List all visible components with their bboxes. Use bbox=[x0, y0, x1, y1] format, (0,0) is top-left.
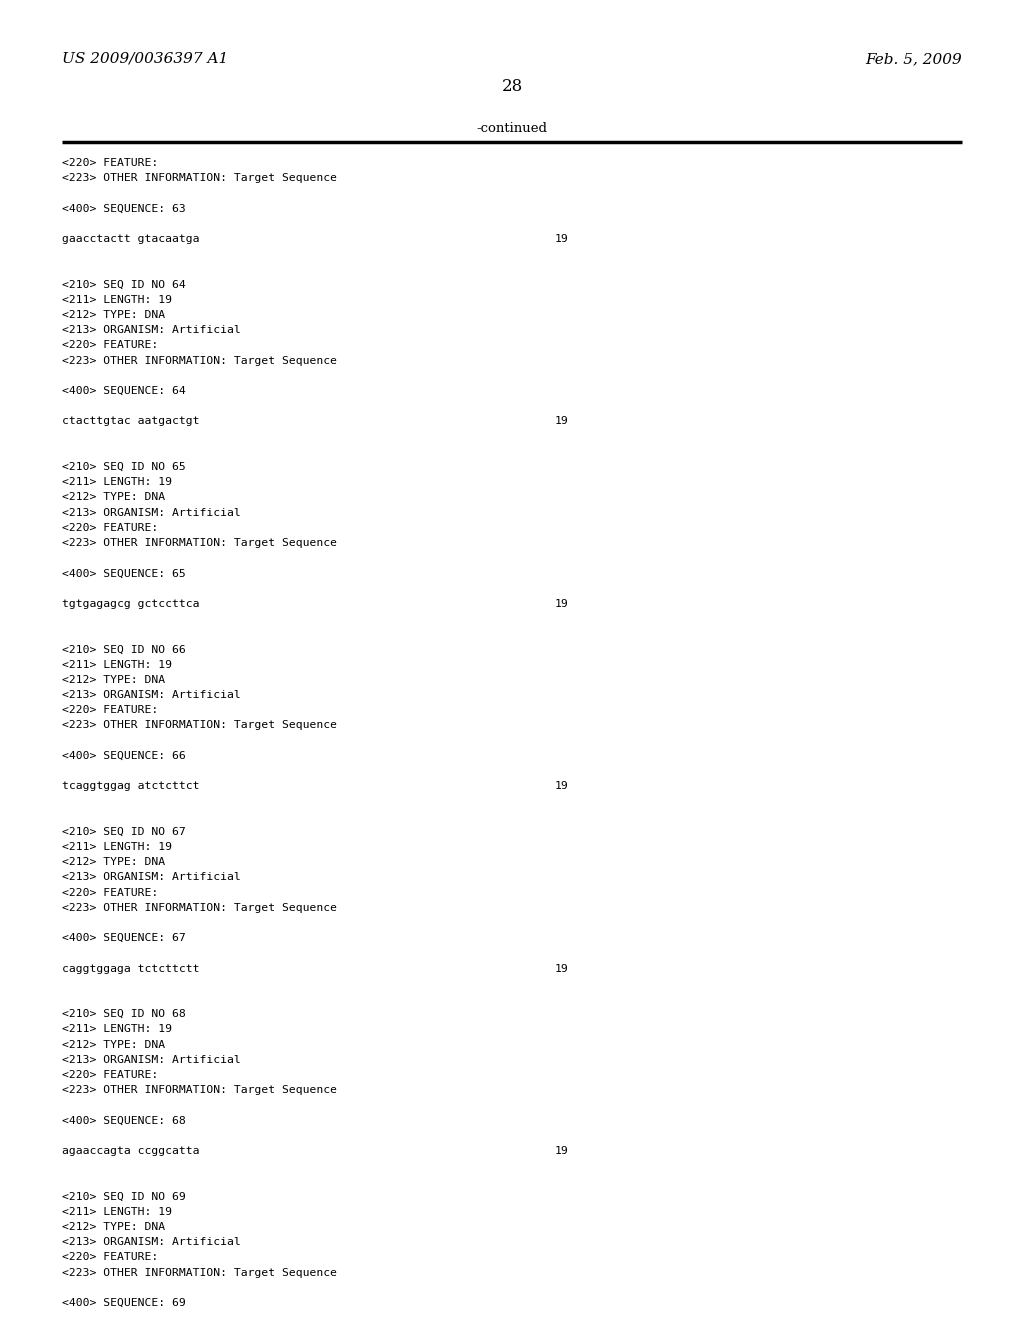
Text: <213> ORGANISM: Artificial: <213> ORGANISM: Artificial bbox=[62, 1055, 241, 1065]
Text: <220> FEATURE:: <220> FEATURE: bbox=[62, 1253, 159, 1262]
Text: US 2009/0036397 A1: US 2009/0036397 A1 bbox=[62, 51, 228, 66]
Text: 19: 19 bbox=[555, 781, 568, 791]
Text: 19: 19 bbox=[555, 416, 568, 426]
Text: <223> OTHER INFORMATION: Target Sequence: <223> OTHER INFORMATION: Target Sequence bbox=[62, 539, 337, 548]
Text: <210> SEQ ID NO 68: <210> SEQ ID NO 68 bbox=[62, 1010, 185, 1019]
Text: <211> LENGTH: 19: <211> LENGTH: 19 bbox=[62, 842, 172, 851]
Text: gaacctactt gtacaatga: gaacctactt gtacaatga bbox=[62, 234, 200, 244]
Text: <220> FEATURE:: <220> FEATURE: bbox=[62, 341, 159, 350]
Text: <220> FEATURE:: <220> FEATURE: bbox=[62, 887, 159, 898]
Text: -continued: -continued bbox=[476, 121, 548, 135]
Text: <220> FEATURE:: <220> FEATURE: bbox=[62, 1071, 159, 1080]
Text: <213> ORGANISM: Artificial: <213> ORGANISM: Artificial bbox=[62, 325, 241, 335]
Text: <400> SEQUENCE: 63: <400> SEQUENCE: 63 bbox=[62, 203, 185, 214]
Text: <210> SEQ ID NO 67: <210> SEQ ID NO 67 bbox=[62, 826, 185, 837]
Text: <400> SEQUENCE: 65: <400> SEQUENCE: 65 bbox=[62, 569, 185, 578]
Text: ctacttgtac aatgactgt: ctacttgtac aatgactgt bbox=[62, 416, 200, 426]
Text: <400> SEQUENCE: 67: <400> SEQUENCE: 67 bbox=[62, 933, 185, 944]
Text: <211> LENGTH: 19: <211> LENGTH: 19 bbox=[62, 478, 172, 487]
Text: <210> SEQ ID NO 65: <210> SEQ ID NO 65 bbox=[62, 462, 185, 473]
Text: <211> LENGTH: 19: <211> LENGTH: 19 bbox=[62, 1206, 172, 1217]
Text: <212> TYPE: DNA: <212> TYPE: DNA bbox=[62, 1222, 165, 1232]
Text: Feb. 5, 2009: Feb. 5, 2009 bbox=[865, 51, 962, 66]
Text: <223> OTHER INFORMATION: Target Sequence: <223> OTHER INFORMATION: Target Sequence bbox=[62, 903, 337, 913]
Text: <212> TYPE: DNA: <212> TYPE: DNA bbox=[62, 675, 165, 685]
Text: 19: 19 bbox=[555, 964, 568, 974]
Text: <223> OTHER INFORMATION: Target Sequence: <223> OTHER INFORMATION: Target Sequence bbox=[62, 721, 337, 730]
Text: <210> SEQ ID NO 66: <210> SEQ ID NO 66 bbox=[62, 644, 185, 655]
Text: <210> SEQ ID NO 64: <210> SEQ ID NO 64 bbox=[62, 280, 185, 289]
Text: <400> SEQUENCE: 69: <400> SEQUENCE: 69 bbox=[62, 1298, 185, 1308]
Text: <220> FEATURE:: <220> FEATURE: bbox=[62, 705, 159, 715]
Text: <212> TYPE: DNA: <212> TYPE: DNA bbox=[62, 857, 165, 867]
Text: <212> TYPE: DNA: <212> TYPE: DNA bbox=[62, 492, 165, 503]
Text: agaaccagta ccggcatta: agaaccagta ccggcatta bbox=[62, 1146, 200, 1156]
Text: <400> SEQUENCE: 66: <400> SEQUENCE: 66 bbox=[62, 751, 185, 760]
Text: <223> OTHER INFORMATION: Target Sequence: <223> OTHER INFORMATION: Target Sequence bbox=[62, 1085, 337, 1096]
Text: <212> TYPE: DNA: <212> TYPE: DNA bbox=[62, 1040, 165, 1049]
Text: <220> FEATURE:: <220> FEATURE: bbox=[62, 523, 159, 533]
Text: 19: 19 bbox=[555, 234, 568, 244]
Text: 19: 19 bbox=[555, 1146, 568, 1156]
Text: <213> ORGANISM: Artificial: <213> ORGANISM: Artificial bbox=[62, 1237, 241, 1247]
Text: <213> ORGANISM: Artificial: <213> ORGANISM: Artificial bbox=[62, 508, 241, 517]
Text: <400> SEQUENCE: 64: <400> SEQUENCE: 64 bbox=[62, 385, 185, 396]
Text: <212> TYPE: DNA: <212> TYPE: DNA bbox=[62, 310, 165, 319]
Text: <223> OTHER INFORMATION: Target Sequence: <223> OTHER INFORMATION: Target Sequence bbox=[62, 1267, 337, 1278]
Text: tgtgagagcg gctccttca: tgtgagagcg gctccttca bbox=[62, 599, 200, 609]
Text: <213> ORGANISM: Artificial: <213> ORGANISM: Artificial bbox=[62, 690, 241, 700]
Text: <213> ORGANISM: Artificial: <213> ORGANISM: Artificial bbox=[62, 873, 241, 882]
Text: <400> SEQUENCE: 68: <400> SEQUENCE: 68 bbox=[62, 1115, 185, 1126]
Text: <220> FEATURE:: <220> FEATURE: bbox=[62, 158, 159, 168]
Text: caggtggaga tctcttctt: caggtggaga tctcttctt bbox=[62, 964, 200, 974]
Text: <211> LENGTH: 19: <211> LENGTH: 19 bbox=[62, 294, 172, 305]
Text: 19: 19 bbox=[555, 599, 568, 609]
Text: <210> SEQ ID NO 69: <210> SEQ ID NO 69 bbox=[62, 1192, 185, 1201]
Text: <211> LENGTH: 19: <211> LENGTH: 19 bbox=[62, 1024, 172, 1035]
Text: <211> LENGTH: 19: <211> LENGTH: 19 bbox=[62, 660, 172, 669]
Text: <223> OTHER INFORMATION: Target Sequence: <223> OTHER INFORMATION: Target Sequence bbox=[62, 173, 337, 183]
Text: <223> OTHER INFORMATION: Target Sequence: <223> OTHER INFORMATION: Target Sequence bbox=[62, 355, 337, 366]
Text: 28: 28 bbox=[502, 78, 522, 95]
Text: tcaggtggag atctcttct: tcaggtggag atctcttct bbox=[62, 781, 200, 791]
